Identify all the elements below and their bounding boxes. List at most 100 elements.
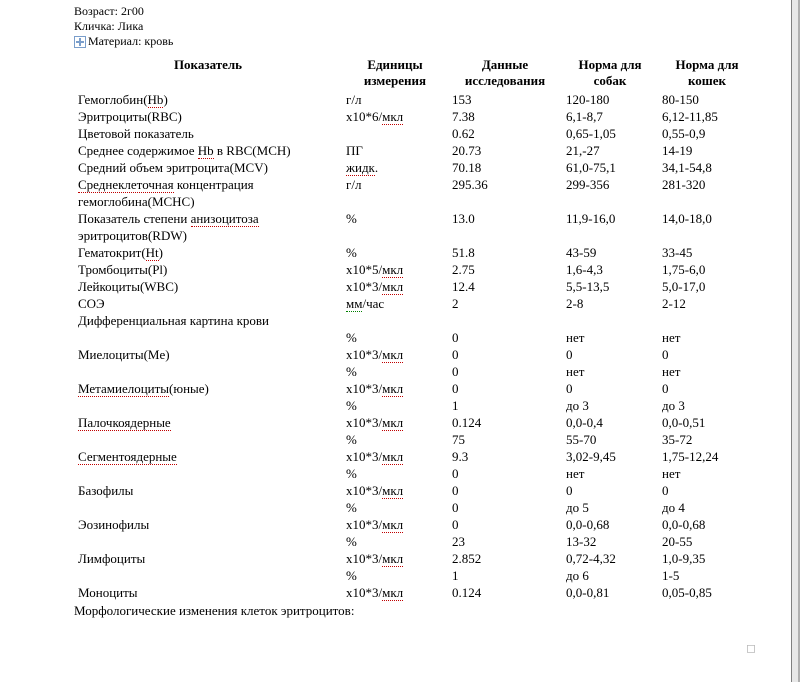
table-row: %7555-7035-72 [74, 431, 756, 448]
table-cell: 299-356 [562, 176, 658, 210]
table-row: Эозинофилых10*3/мкл00,0-0,680,0-0,68 [74, 516, 756, 533]
table-row: Лимфоцитых10*3/мкл2.8520,72-4,321,0-9,35 [74, 550, 756, 567]
table-cell: Сегментоядерные [74, 448, 342, 465]
table-cell: Цветовой показатель [74, 125, 342, 142]
table-cell: 2-12 [658, 295, 756, 312]
table-cell: 0,0-0,81 [562, 584, 658, 601]
col-dog: Норма длясобак [562, 55, 658, 91]
table-row: %0нетнет [74, 465, 756, 482]
table-cell: Миелоциты(Me) [74, 346, 342, 363]
table-cell: 13-32 [562, 533, 658, 550]
table-cell: ПГ [342, 142, 448, 159]
table-row: Эритроциты(RBC)х10*6/мкл7.386,1-8,76,12-… [74, 108, 756, 125]
table-row: Базофилых10*3/мкл000 [74, 482, 756, 499]
table-cell: до 5 [562, 499, 658, 516]
table-cell [342, 312, 448, 329]
table-cell: 20-55 [658, 533, 756, 550]
table-cell: жидк. [342, 159, 448, 176]
table-cell: 43-59 [562, 244, 658, 261]
table-cell: 6,1-8,7 [562, 108, 658, 125]
table-cell: 0 [562, 346, 658, 363]
header-row: Показатель Единицыизмерения Данныеисслед… [74, 55, 756, 91]
table-cell: х10*3/мкл [342, 550, 448, 567]
table-cell: Показатель степени анизоцитоза эритроцит… [74, 210, 342, 244]
footer-line: Морфологические изменения клеток эритроц… [74, 603, 798, 619]
table-cell: 0 [562, 482, 658, 499]
table-cell: х10*3/мкл [342, 448, 448, 465]
table-cell: 0,0-0,4 [562, 414, 658, 431]
table-cell: до 6 [562, 567, 658, 584]
table-row: %0нетнет [74, 329, 756, 346]
table-cell: 0,65-1,05 [562, 125, 658, 142]
col-unit: Единицыизмерения [342, 55, 448, 91]
table-cell: 6,12-11,85 [658, 108, 756, 125]
table-cell: % [342, 210, 448, 244]
table-cell: Тромбоциты(Pl) [74, 261, 342, 278]
table-cell: Среднее содержимое Hb в RBC(MCH) [74, 142, 342, 159]
table-row: Среднее содержимое Hb в RBC(MCH)ПГ20.732… [74, 142, 756, 159]
table-row: %2313-3220-55 [74, 533, 756, 550]
table-cell [74, 499, 342, 516]
table-cell: г/л [342, 176, 448, 210]
blood-table: Показатель Единицыизмерения Данныеисслед… [74, 55, 756, 601]
table-body: Гемоглобин(Hb)г/л153120-18080-150Эритроц… [74, 91, 756, 601]
table-cell: 2-8 [562, 295, 658, 312]
table-cell: 281-320 [658, 176, 756, 210]
table-cell: х10*3/мкл [342, 414, 448, 431]
table-cell [74, 431, 342, 448]
table-cell: 11,9-16,0 [562, 210, 658, 244]
table-row: Метамиелоциты(юные)х10*3/мкл000 [74, 380, 756, 397]
table-cell: 5,5-13,5 [562, 278, 658, 295]
table-cell: Среднеклеточная концентрация гемоглобина… [74, 176, 342, 210]
table-cell: нет [562, 329, 658, 346]
material-line: Материал: кровь [74, 34, 798, 49]
age-line: Возраст: 2г00 [74, 4, 798, 19]
table-cell: СОЭ [74, 295, 342, 312]
table-cell [74, 465, 342, 482]
table-cell: х10*3/мкл [342, 584, 448, 601]
table-cell: 20.73 [448, 142, 562, 159]
table-row: Дифференциальная картина крови [74, 312, 756, 329]
table-cell: 34,1-54,8 [658, 159, 756, 176]
table-row: %1до 61-5 [74, 567, 756, 584]
table-cell: 1,75-6,0 [658, 261, 756, 278]
table-cell: % [342, 533, 448, 550]
meta-block: Возраст: 2г00 Кличка: Лика Материал: кро… [74, 4, 798, 49]
table-cell: 0 [448, 499, 562, 516]
table-cell: 7.38 [448, 108, 562, 125]
table-cell: г/л [342, 91, 448, 108]
table-cell: 0,55-0,9 [658, 125, 756, 142]
table-cell: 12.4 [448, 278, 562, 295]
table-anchor-icon[interactable] [74, 36, 86, 48]
table-cell: х10*3/мкл [342, 516, 448, 533]
col-data: Данныеисследования [448, 55, 562, 91]
table-cell: 120-180 [562, 91, 658, 108]
table-row: Миелоциты(Me)х10*3/мкл000 [74, 346, 756, 363]
table-row: %0до 5до 4 [74, 499, 756, 516]
table-cell: нет [562, 465, 658, 482]
table-cell: х10*3/мкл [342, 482, 448, 499]
table-cell: х10*3/мкл [342, 346, 448, 363]
table-cell: до 4 [658, 499, 756, 516]
table-cell: 1,0-9,35 [658, 550, 756, 567]
table-cell: 35-72 [658, 431, 756, 448]
table-cell: нет [658, 465, 756, 482]
table-row: Среднеклеточная концентрация гемоглобина… [74, 176, 756, 210]
table-row: Гематокрит(Ht)%51.843-5933-45 [74, 244, 756, 261]
table-cell: 3,02-9,45 [562, 448, 658, 465]
table-cell: 2.75 [448, 261, 562, 278]
table-row: Средний объем эритроцита(MCV)жидк.70.186… [74, 159, 756, 176]
table-cell: 0 [448, 380, 562, 397]
table-cell: 80-150 [658, 91, 756, 108]
table-cell: нет [562, 363, 658, 380]
table-cell [342, 125, 448, 142]
table-cell: 23 [448, 533, 562, 550]
table-row: Цветовой показатель0.620,65-1,050,55-0,9 [74, 125, 756, 142]
table-cell [74, 567, 342, 584]
table-cell: 61,0-75,1 [562, 159, 658, 176]
table-cell: % [342, 431, 448, 448]
table-cell: 70.18 [448, 159, 562, 176]
col-cat: Норма длякошек [658, 55, 756, 91]
table-cell: 55-70 [562, 431, 658, 448]
table-row: %0нетнет [74, 363, 756, 380]
